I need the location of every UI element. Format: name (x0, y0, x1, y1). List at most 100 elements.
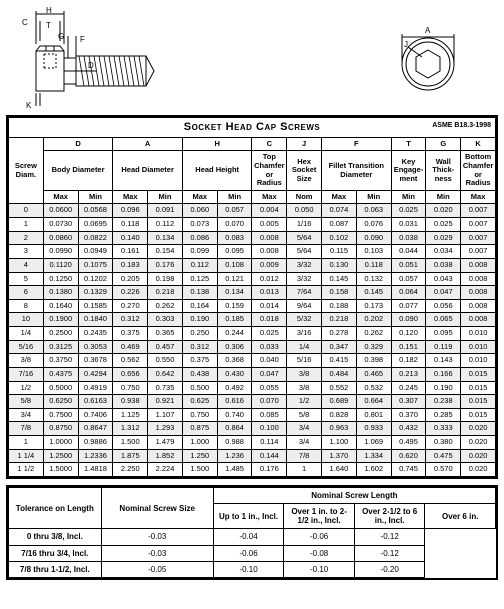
spec-text: ASME B18.3-1998 (432, 122, 491, 130)
table-cell: 0.057 (391, 272, 426, 286)
table-cell: 7/8 (9, 422, 44, 436)
table-cell: 0.051 (391, 258, 426, 272)
table-row: 50.12500.12020.2050.1980.1250.1210.0123/… (9, 272, 496, 286)
table-cell: 1 1/2 (9, 463, 44, 477)
tol-row-title: Tolerance on Length (9, 487, 102, 529)
table-cell: 0.484 (322, 367, 357, 381)
table-cell: 0.963 (322, 422, 357, 436)
table-cell: 0.083 (217, 231, 252, 245)
table-row: 1 1/21.50001.48182.2502.2241.5001.4850.1… (9, 463, 496, 477)
table-cell: 3/8 (287, 381, 322, 395)
table-cell: 0.064 (391, 286, 426, 300)
table-cell: 1.5000 (43, 463, 78, 477)
table-cell: 1.875 (113, 449, 148, 463)
table-cell: 0.1202 (78, 272, 113, 286)
table-cell: 0.1380 (43, 286, 78, 300)
tol-cell: -0.08 (284, 545, 355, 561)
table-cell: 0.375 (182, 354, 217, 368)
table-cell: 0.933 (356, 422, 391, 436)
table-cell: 1.2500 (43, 449, 78, 463)
table-cell: 0.552 (322, 381, 357, 395)
tol-size: 7/8 thru 1-1/2, Incl. (9, 561, 102, 577)
table-cell: 8 (9, 299, 44, 313)
table-cell: 0.1640 (43, 299, 78, 313)
table-cell: 0.065 (426, 313, 461, 327)
table-cell: 5/8 (287, 408, 322, 422)
table-cell: 0.245 (391, 381, 426, 395)
table-cell: 7/16 (9, 367, 44, 381)
table-cell: 0.7406 (78, 408, 113, 422)
table-cell: 0.008 (252, 245, 287, 259)
table-cell: 1.334 (356, 449, 391, 463)
table-row: 3/80.37500.36780.5620.5500.3750.3680.040… (9, 354, 496, 368)
table-cell: 0.176 (252, 463, 287, 477)
table-cell: 0.285 (426, 408, 461, 422)
table-cell: 0.007 (461, 204, 496, 218)
table-cell: 0.664 (356, 395, 391, 409)
table-row: 3/40.75000.74061.1251.1070.7500.7400.085… (9, 408, 496, 422)
table-cell: 0.6163 (78, 395, 113, 409)
table-cell: 0.262 (356, 327, 391, 341)
table-title: Socket Head Cap Screws ASME B18.3-1998 (9, 118, 496, 138)
table-cell: 0.029 (426, 231, 461, 245)
table-cell: 0.0860 (43, 231, 78, 245)
table-cell: 0.218 (322, 313, 357, 327)
table-cell: 0.108 (217, 258, 252, 272)
table-cell: 0.750 (113, 381, 148, 395)
table-cell: 0.015 (461, 408, 496, 422)
table-cell: 0.0568 (78, 204, 113, 218)
table-cell: 0.007 (461, 231, 496, 245)
table-cell: 0.007 (461, 245, 496, 259)
table-cell: 0 (9, 204, 44, 218)
table-cell: 0.004 (252, 204, 287, 218)
table-cell: 0.1120 (43, 258, 78, 272)
table-cell: 0.312 (182, 340, 217, 354)
table-cell: 0.087 (322, 218, 357, 232)
table-cell: 0.025 (391, 204, 426, 218)
table-cell: 0.375 (113, 327, 148, 341)
table-cell: 1.000 (182, 436, 217, 450)
table-cell: 0.1900 (43, 313, 78, 327)
table-cell: 0.307 (391, 395, 426, 409)
table-cell: 0.183 (113, 258, 148, 272)
table-cell: 0.103 (356, 245, 391, 259)
label-F: F (80, 35, 85, 44)
table-cell: 1.250 (182, 449, 217, 463)
table-cell: 0.1585 (78, 299, 113, 313)
table-cell: 1.852 (148, 449, 183, 463)
table-cell: 1.602 (356, 463, 391, 477)
table-cell: 0.047 (252, 367, 287, 381)
table-cell: 0.008 (461, 286, 496, 300)
table-cell: 0.0600 (43, 204, 78, 218)
table-row: 5/160.31250.30530.4690.4570.3120.3060.03… (9, 340, 496, 354)
tol-row: 7/16 thru 3/4, Incl.-0.03-0.06-0.08-0.12 (9, 545, 496, 561)
screw-side-view: H C T G F D K (16, 6, 186, 111)
label-G: G (58, 32, 64, 41)
table-cell: 0.303 (148, 313, 183, 327)
table-cell: 0.118 (356, 258, 391, 272)
table-cell: 0.656 (113, 367, 148, 381)
table-row: 7/80.87500.86471.3121.2930.8750.8640.100… (9, 422, 496, 436)
table-cell: 1/16 (287, 218, 322, 232)
table-cell: 1.485 (217, 463, 252, 477)
table-cell: 0.015 (461, 395, 496, 409)
table-cell: 0.270 (113, 299, 148, 313)
table-cell: 1.500 (113, 436, 148, 450)
table-cell: 0.0990 (43, 245, 78, 259)
table-cell: 3/8 (9, 354, 44, 368)
table-cell: 0.013 (252, 286, 287, 300)
tol-cell: -0.10 (213, 561, 284, 577)
table-cell: 0.140 (113, 231, 148, 245)
table-cell: 0.014 (252, 299, 287, 313)
table-cell: 0.007 (461, 218, 496, 232)
table-cell: 0.4919 (78, 381, 113, 395)
table-cell: 0.370 (391, 408, 426, 422)
table-cell: 0.365 (148, 327, 183, 341)
table-cell: 1.236 (217, 449, 252, 463)
table-cell: 0.190 (182, 313, 217, 327)
table-cell: 0.438 (182, 367, 217, 381)
label-A: A (425, 26, 431, 35)
table-cell: 0.198 (148, 272, 183, 286)
table-cell: 5/16 (287, 354, 322, 368)
table-cell: 0.7500 (43, 408, 78, 422)
